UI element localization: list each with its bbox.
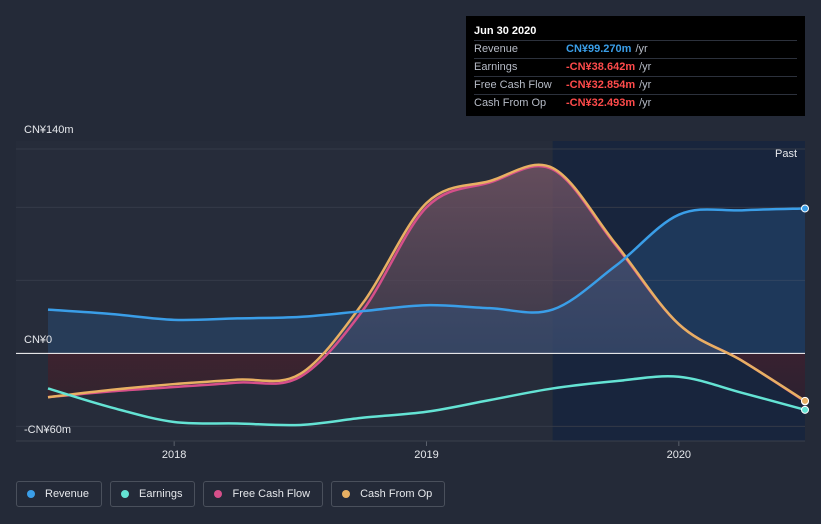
y-tick-label: CN¥140m [24,124,74,136]
x-tick-label: 2020 [667,449,691,461]
tooltip-row-cash-from-op: Cash From Op -CN¥32.493m /yr [474,95,797,112]
tooltip-label: Cash From Op [474,97,547,109]
legend-dot-icon [214,490,223,498]
legend-item-earnings[interactable]: Earnings [110,481,196,507]
legend-label: Free Cash Flow [232,488,311,500]
end-dot-earnings [801,405,809,414]
tooltip-label: Free Cash Flow [474,79,552,91]
tooltip-value: -CN¥38.642m [566,61,636,73]
legend-label: Revenue [45,488,90,500]
tooltip-unit: /yr [635,43,648,55]
series-line-earnings [47,375,806,427]
tooltip-row-earnings: Earnings -CN¥38.642m /yr [474,59,797,77]
tooltip-label: Earnings [474,61,518,73]
past-label: Past [775,148,797,160]
end-dots [801,204,809,414]
series-line-revenue [47,207,806,322]
revenue-area [48,208,805,354]
end-dot-revenue [801,204,809,213]
tooltip-row-revenue: Revenue CN¥99.270m /yr [474,41,797,59]
legend-item-cash-from-op[interactable]: Cash From Op [331,481,446,507]
cash-area-negative [48,353,805,401]
legend-label: Cash From Op [360,488,433,500]
x-tick-label: 2018 [162,449,186,461]
legend-dot-icon [27,490,35,498]
tooltip-row-free-cash-flow: Free Cash Flow -CN¥32.854m /yr [474,77,797,95]
tooltip-unit: /yr [639,61,652,73]
tooltip-label: Revenue [474,43,519,55]
tooltip-date: Jun 30 2020 [474,24,797,41]
axis-labels: CN¥140m CN¥0 -CN¥60m 2018 2019 2020 Past [24,124,797,461]
tooltip: Jun 30 2020 Revenue CN¥99.270m /yr Earni… [466,16,805,116]
legend-label: Earnings [139,488,183,500]
series-line-cash-from-op [47,163,806,402]
end-dot-cash-from-op [801,396,809,405]
legend-dot-icon [121,490,130,498]
legend: Revenue Earnings Free Cash Flow Cash Fro… [16,481,446,507]
y-tick-label: -CN¥60m [24,424,71,436]
series-lines [47,163,806,427]
legend-item-revenue[interactable]: Revenue [16,481,103,507]
tooltip-value: -CN¥32.854m [566,79,636,91]
x-tick-label: 2019 [414,449,438,461]
tooltip-value: -CN¥32.493m [566,97,636,109]
tooltip-unit: /yr [639,97,652,109]
legend-dot-icon [342,490,351,498]
tooltip-value: CN¥99.270m [566,43,632,55]
legend-item-free-cash-flow[interactable]: Free Cash Flow [203,481,324,507]
y-tick-label: CN¥0 [24,334,52,346]
tooltip-unit: /yr [639,79,652,91]
